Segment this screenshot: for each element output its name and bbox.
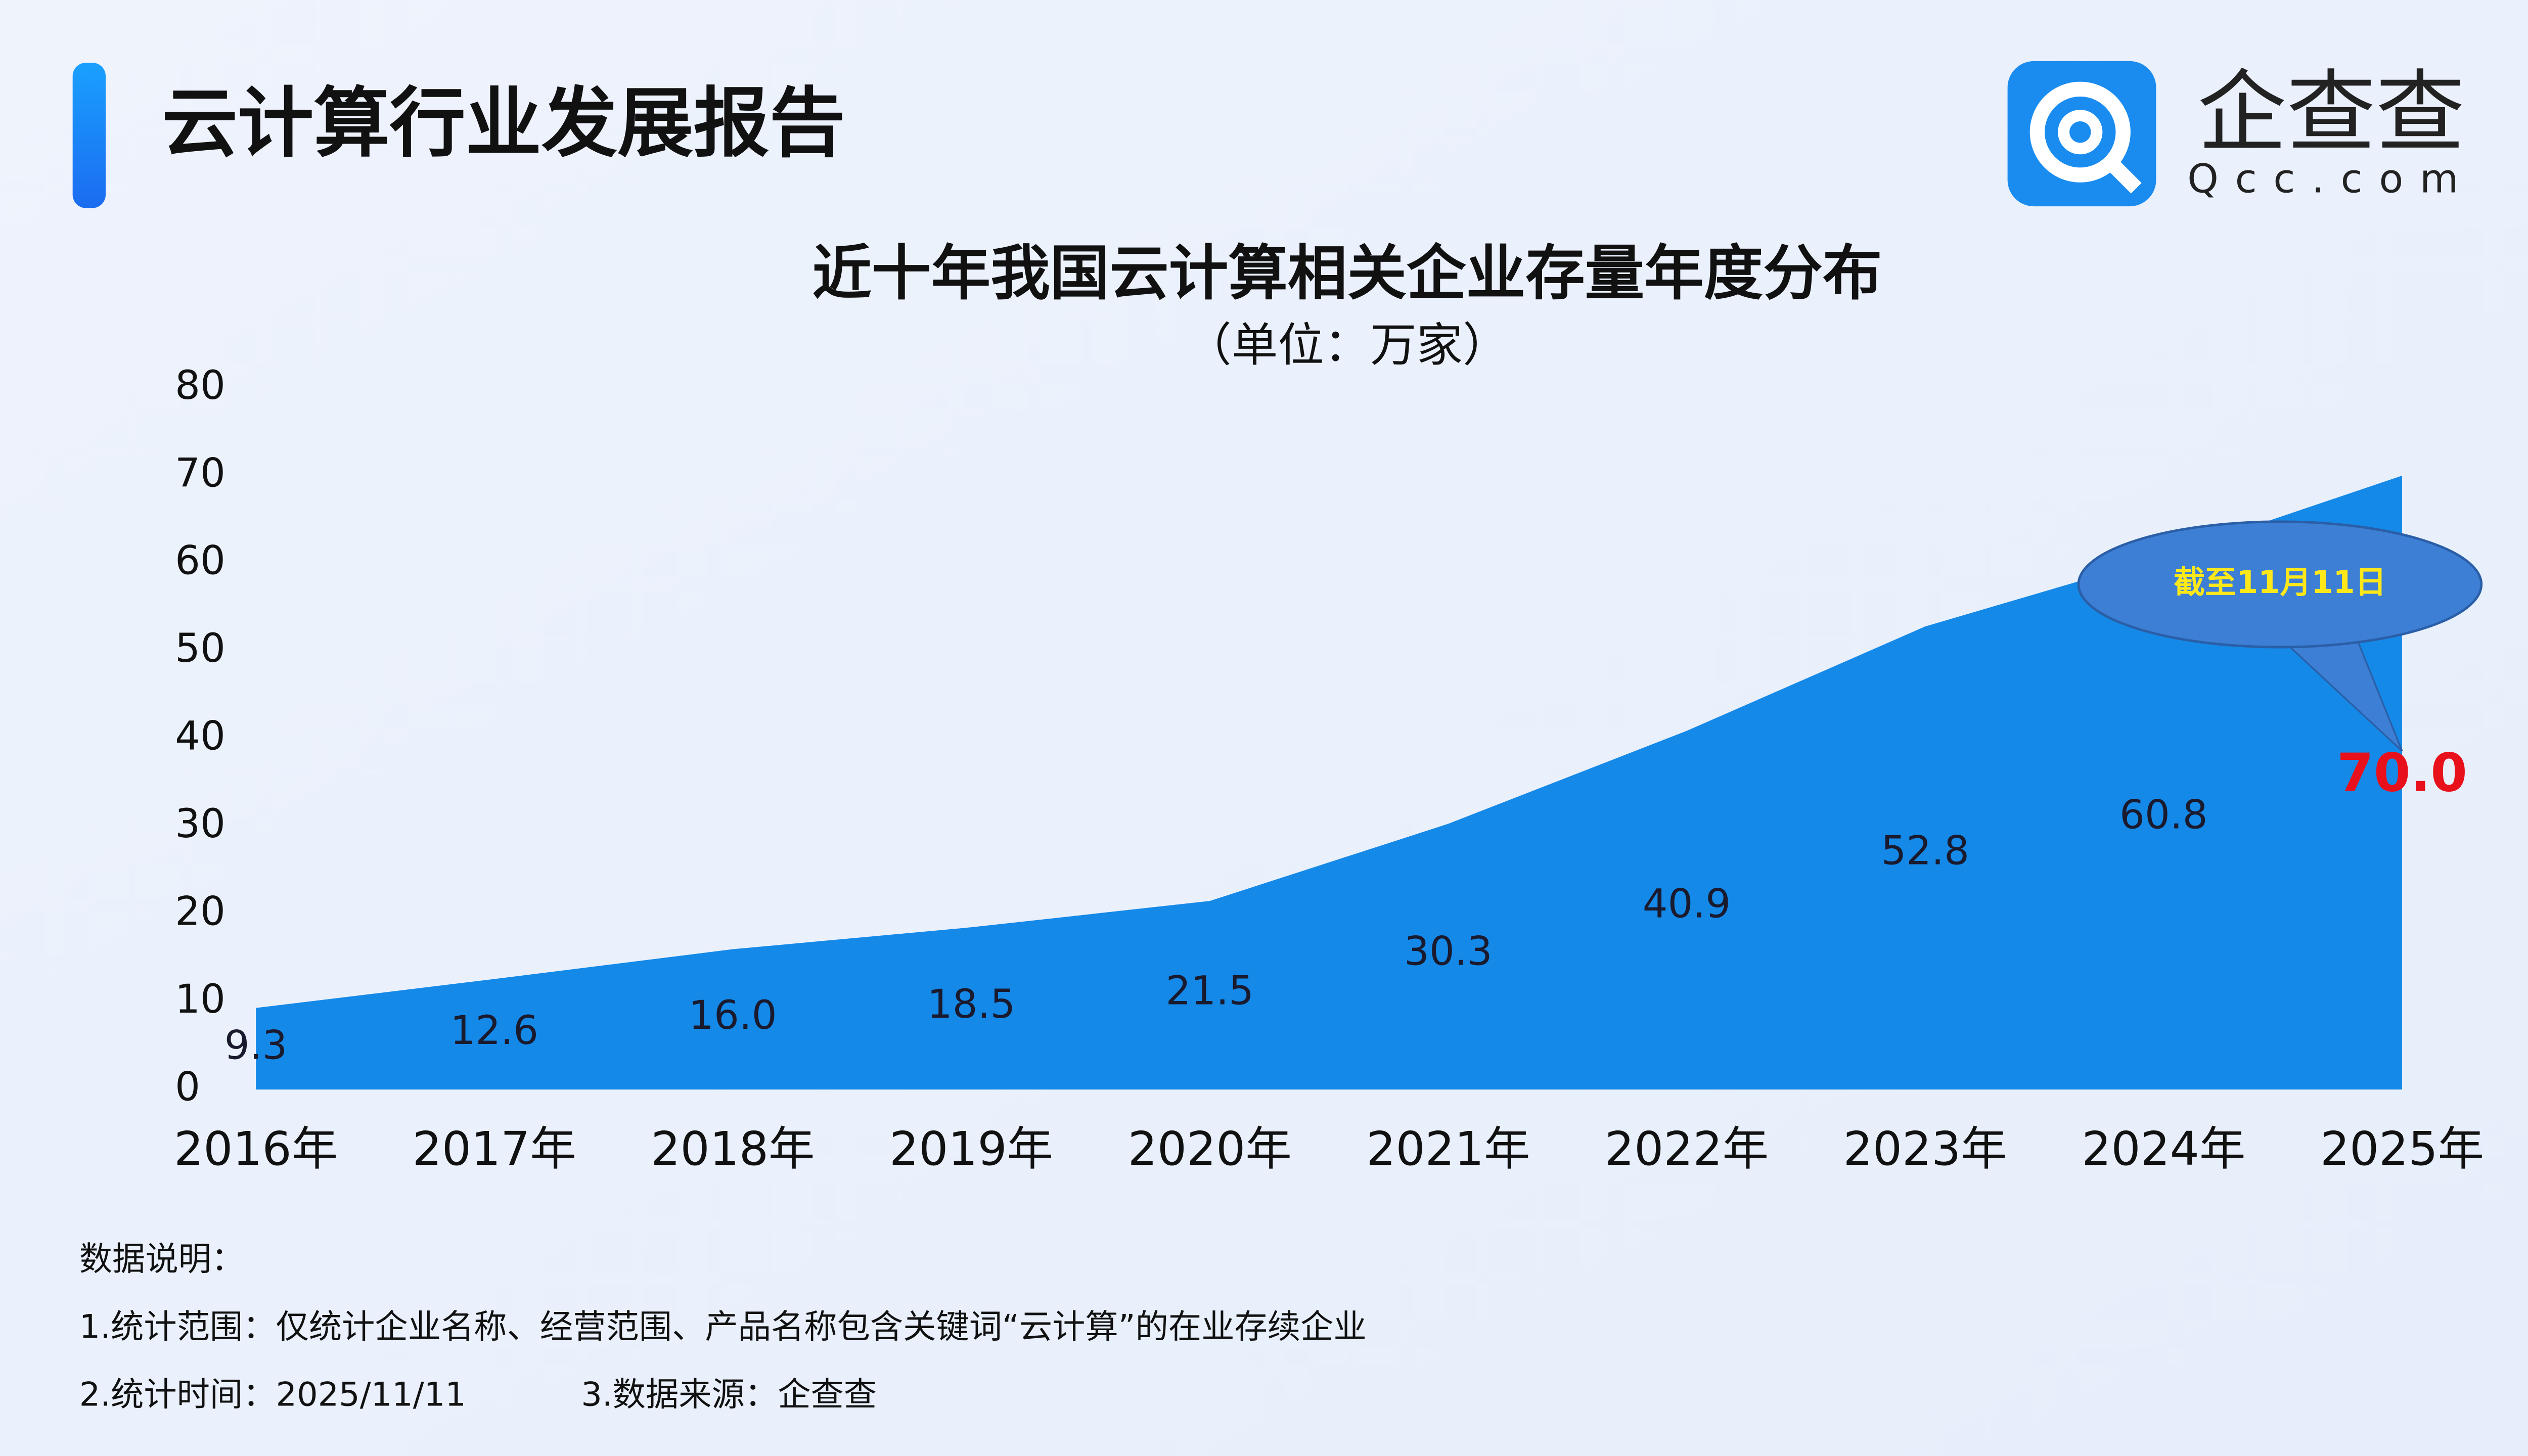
- x-tick-label: 2018年: [651, 1122, 815, 1176]
- y-tick-label: 40: [175, 713, 225, 759]
- x-tick-label: 2021年: [1366, 1122, 1530, 1176]
- y-tick-label: 10: [175, 976, 225, 1022]
- value-label: 9.3: [224, 1022, 288, 1068]
- x-tick-label: 2024年: [2082, 1122, 2245, 1176]
- value-label: 21.5: [1166, 968, 1254, 1014]
- x-tick-label: 2023年: [1843, 1122, 2007, 1176]
- y-tick-label: 60: [175, 538, 225, 584]
- logo-core: [2058, 110, 2103, 155]
- value-label: 52.8: [1881, 828, 1969, 874]
- brand-url: Qcc.com: [2187, 156, 2475, 202]
- page-title: 云计算行业发展报告: [162, 80, 845, 168]
- notes-heading: 数据说明：: [79, 1240, 244, 1279]
- value-label: 12.6: [450, 1008, 538, 1054]
- callout: [2077, 520, 2483, 649]
- note: 3.数据来源：企查查: [581, 1376, 877, 1414]
- x-tick-label: 2016年: [174, 1122, 338, 1176]
- logo-ring: [2029, 81, 2131, 183]
- y-tick-label: 20: [175, 889, 225, 935]
- chart-subtitle: （单位：万家）: [1186, 318, 1509, 372]
- y-tick-label: 50: [175, 625, 225, 671]
- note: 1.统计范围：仅统计企业名称、经营范围、产品名称包含关键词“云计算”的在业存续企…: [79, 1308, 1367, 1346]
- value-label: 30.3: [1404, 929, 1492, 975]
- x-tick-label: 2019年: [889, 1122, 1053, 1176]
- note: 2.统计时间：2025/11/11: [79, 1376, 466, 1414]
- x-tick-label: 2022年: [1605, 1122, 1769, 1176]
- value-label: 70.0: [2337, 742, 2467, 804]
- logo-handle: [2104, 156, 2142, 194]
- value-label: 16.0: [689, 992, 777, 1038]
- title-accent: [72, 63, 106, 208]
- annotation: 截至11月11日: [2174, 564, 2386, 601]
- value-label: 18.5: [927, 981, 1015, 1027]
- y-tick-label: 0: [175, 1064, 200, 1110]
- x-tick-label: 2025年: [2320, 1122, 2484, 1176]
- brand: 企查查: [2197, 60, 2465, 164]
- value-label: 60.8: [2119, 792, 2207, 838]
- value-label: 40.9: [1643, 881, 1731, 927]
- area: [256, 475, 2403, 1090]
- y-tick-label: 30: [175, 801, 225, 847]
- x-tick-label: 2020年: [1128, 1122, 1292, 1176]
- y-tick-label: 80: [175, 362, 225, 408]
- chart-title: 近十年我国云计算相关企业存量年度分布: [812, 239, 1882, 308]
- y-tick-label: 70: [175, 450, 225, 496]
- x-tick-label: 2017年: [413, 1122, 576, 1176]
